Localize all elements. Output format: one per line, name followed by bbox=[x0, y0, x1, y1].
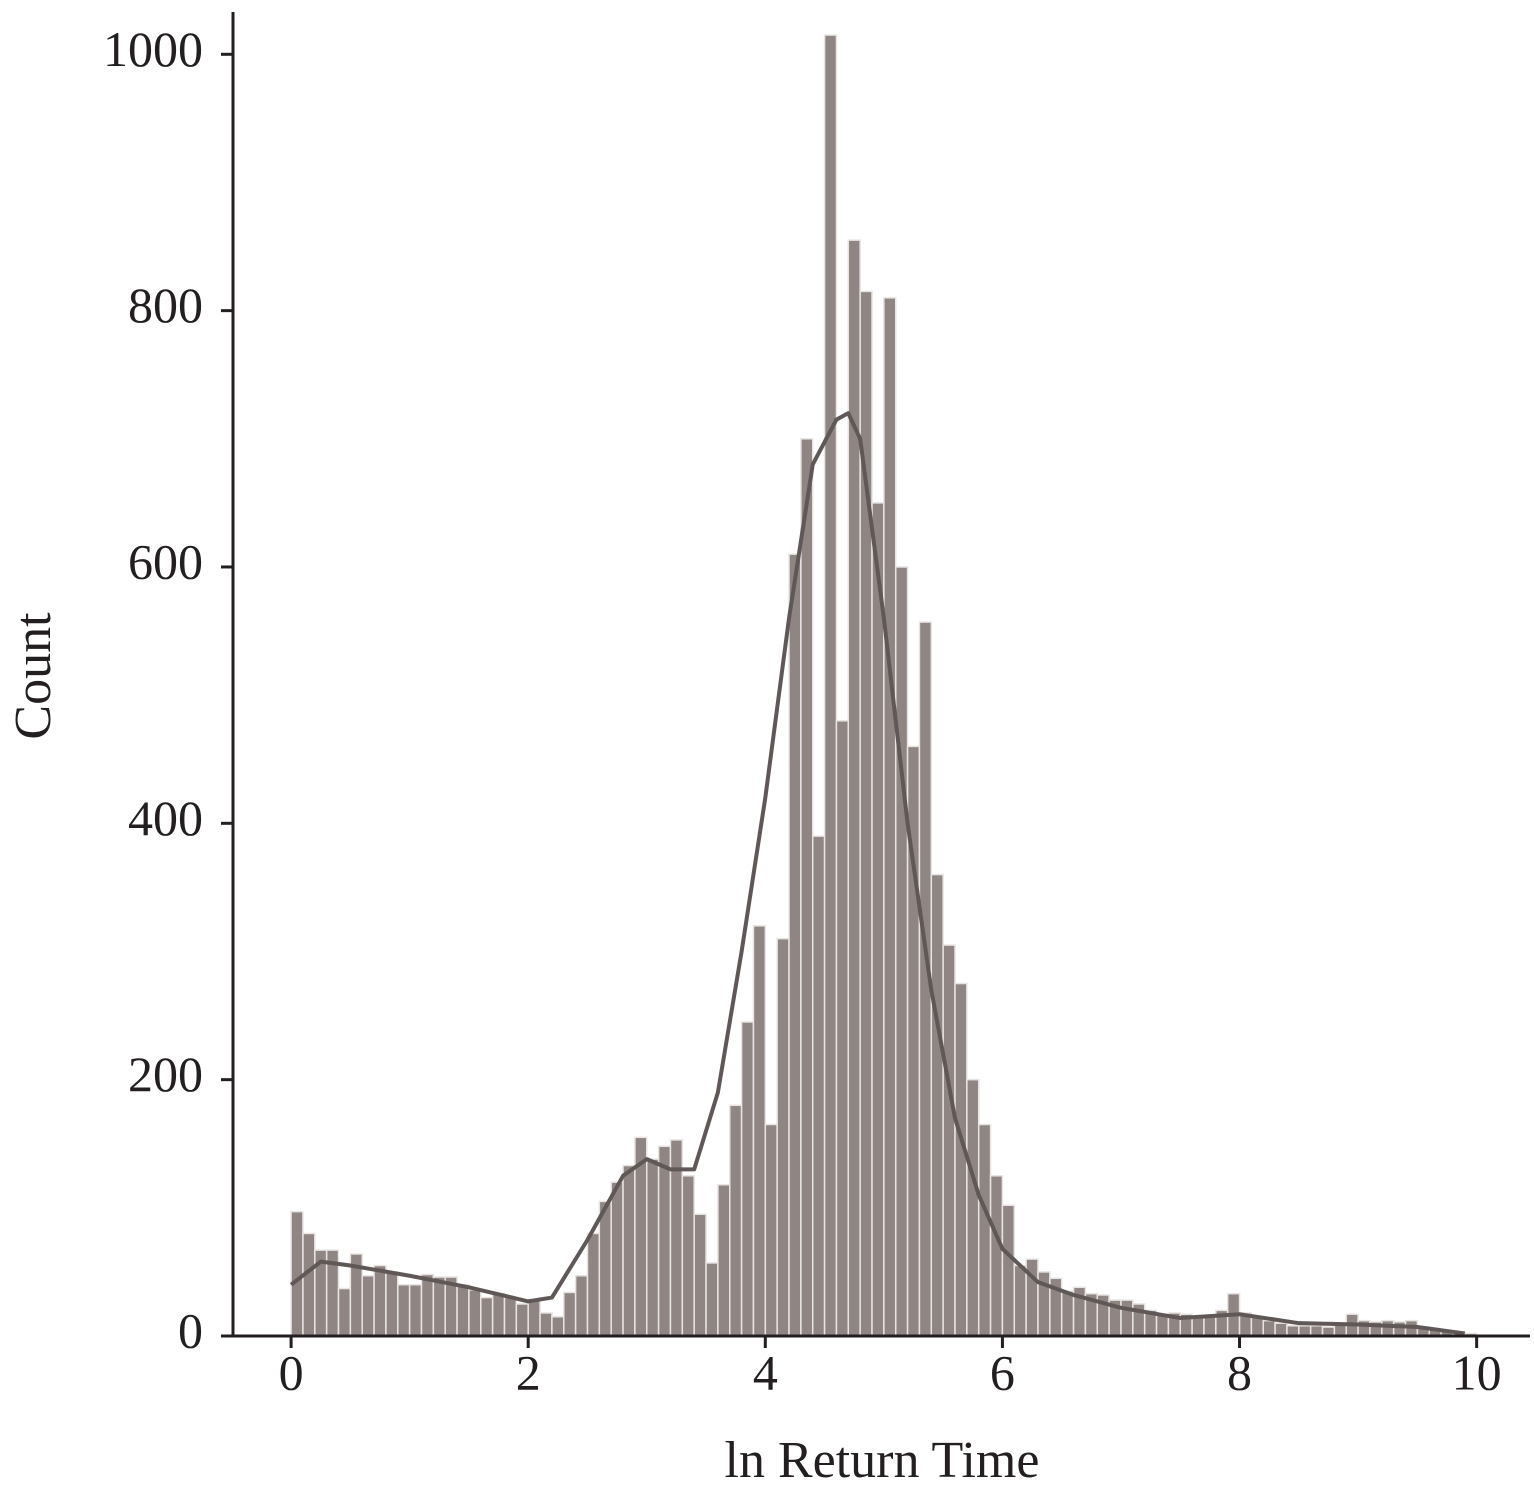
bar bbox=[503, 1296, 518, 1337]
bar bbox=[539, 1312, 553, 1337]
y-tick-label: 200 bbox=[128, 1046, 203, 1102]
bar bbox=[290, 1210, 304, 1337]
bar bbox=[598, 1200, 612, 1337]
bar bbox=[1274, 1322, 1288, 1337]
bar bbox=[800, 438, 814, 1337]
bar bbox=[871, 502, 885, 1337]
bar bbox=[408, 1283, 423, 1337]
bar bbox=[1191, 1316, 1205, 1337]
bar bbox=[752, 925, 767, 1337]
bar bbox=[1250, 1316, 1264, 1337]
y-tick-label: 400 bbox=[128, 790, 203, 846]
x-tick-label: 2 bbox=[516, 1344, 541, 1400]
x-tick-label: 8 bbox=[1227, 1344, 1252, 1400]
bar bbox=[432, 1276, 446, 1337]
bar bbox=[610, 1181, 624, 1337]
bar bbox=[468, 1289, 482, 1337]
bar bbox=[515, 1303, 529, 1337]
y-axis-label: Count bbox=[5, 612, 62, 740]
bar bbox=[361, 1275, 375, 1337]
bar bbox=[894, 566, 909, 1337]
bar bbox=[681, 1175, 695, 1337]
bar bbox=[622, 1164, 636, 1337]
bar bbox=[954, 982, 968, 1337]
bar bbox=[646, 1158, 660, 1337]
bar bbox=[740, 1021, 755, 1337]
bar bbox=[480, 1296, 494, 1337]
bar bbox=[930, 873, 944, 1337]
kde-line bbox=[289, 411, 1466, 1336]
bar bbox=[847, 239, 861, 1337]
y-tick-label: 0 bbox=[178, 1302, 203, 1358]
bar bbox=[776, 937, 790, 1337]
bar bbox=[1203, 1314, 1217, 1337]
bar bbox=[1013, 1264, 1027, 1337]
bar bbox=[1381, 1319, 1395, 1337]
bar bbox=[563, 1291, 577, 1337]
bar bbox=[385, 1271, 399, 1337]
bar bbox=[302, 1232, 316, 1337]
bar bbox=[456, 1283, 470, 1337]
x-tick-label: 0 bbox=[279, 1344, 304, 1400]
bar bbox=[397, 1283, 411, 1337]
y-tick-label: 1000 bbox=[103, 21, 203, 77]
bar bbox=[491, 1292, 506, 1337]
bar bbox=[811, 835, 826, 1337]
x-tick-label: 6 bbox=[990, 1344, 1015, 1400]
bar bbox=[705, 1262, 719, 1337]
bar bbox=[693, 1213, 707, 1337]
bar bbox=[574, 1275, 589, 1337]
x-tick-label: 10 bbox=[1452, 1344, 1502, 1400]
bar bbox=[337, 1287, 352, 1337]
bar bbox=[835, 720, 850, 1337]
bar bbox=[728, 1104, 743, 1337]
bar bbox=[1392, 1321, 1407, 1337]
bar bbox=[966, 1078, 980, 1337]
bar bbox=[551, 1316, 565, 1337]
bar bbox=[977, 1123, 992, 1337]
bar bbox=[1286, 1324, 1300, 1337]
bar bbox=[788, 553, 802, 1337]
bar bbox=[1309, 1324, 1324, 1337]
y-tick-label: 800 bbox=[128, 277, 203, 333]
bar bbox=[1120, 1299, 1134, 1337]
bar bbox=[527, 1299, 541, 1337]
bar bbox=[989, 1175, 1004, 1337]
bar bbox=[1060, 1290, 1075, 1337]
y-tick-label: 600 bbox=[128, 533, 203, 589]
bar bbox=[586, 1232, 601, 1337]
bar bbox=[1262, 1319, 1276, 1337]
bar bbox=[657, 1145, 672, 1337]
x-axis-label: ln Return Time bbox=[725, 1432, 1040, 1489]
x-tick-label: 4 bbox=[753, 1344, 778, 1400]
bar bbox=[1333, 1323, 1347, 1337]
bar bbox=[420, 1273, 435, 1337]
bar bbox=[823, 34, 838, 1337]
bar bbox=[717, 1184, 731, 1337]
bar bbox=[1001, 1204, 1016, 1337]
bar bbox=[942, 944, 956, 1337]
bar bbox=[764, 1123, 778, 1337]
bar bbox=[883, 297, 897, 1337]
bar bbox=[1298, 1324, 1312, 1337]
bar bbox=[373, 1264, 387, 1337]
